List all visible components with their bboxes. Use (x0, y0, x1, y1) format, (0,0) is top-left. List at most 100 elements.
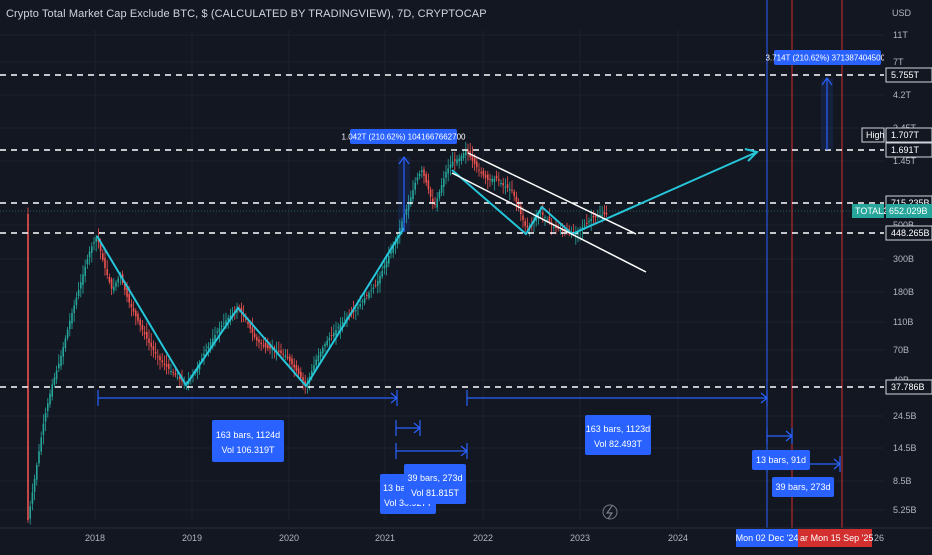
candle-body (385, 260, 388, 268)
y-tick-label: 24.5B (893, 411, 917, 421)
candle-body (227, 317, 229, 321)
candle-body (370, 290, 372, 292)
candle-body (583, 225, 586, 227)
range-arrow-5 (766, 428, 793, 444)
level-tag-box (885, 379, 932, 395)
candle-body (141, 325, 144, 330)
candle-body (388, 255, 390, 264)
candle-body (438, 191, 441, 199)
candle-body (38, 451, 40, 464)
candle-body (493, 178, 496, 182)
future-text: 13 bars, 91d (756, 455, 806, 465)
candle-body (357, 307, 359, 309)
range-arrow-head (760, 392, 768, 404)
candle-body (62, 347, 64, 357)
candle-body (108, 276, 111, 282)
candle-body (174, 373, 177, 376)
candle-body (27, 213, 29, 520)
candle-body (249, 322, 251, 329)
candle-body (267, 344, 269, 349)
candle-body (542, 212, 544, 215)
candle-body (548, 216, 551, 223)
candle-body (60, 356, 62, 367)
label-box (350, 129, 457, 144)
x-tick-label: 2019 (182, 533, 202, 543)
candle-body (412, 190, 414, 200)
candle-body (352, 310, 355, 312)
high-value-text: 1.707T (891, 130, 920, 140)
candle-body (344, 319, 346, 321)
candle-body (317, 355, 320, 362)
candle-body (212, 338, 214, 345)
candle-body (293, 364, 295, 368)
candle-body (223, 323, 225, 325)
candle-body (161, 360, 163, 363)
candle-body (526, 225, 529, 228)
candle-body (502, 183, 504, 186)
candle-body (179, 376, 181, 380)
high-label-box (861, 127, 885, 143)
candle-body (322, 347, 324, 354)
candle-body (465, 150, 467, 156)
candle-body (73, 305, 75, 313)
range-box (585, 415, 651, 455)
candle-body (484, 174, 487, 178)
candle-body (368, 292, 370, 299)
candle-body (451, 161, 454, 166)
candle-body (498, 179, 500, 181)
time-axis: 2018 2019 2020 2021 2022 2023 2024 Mon 02 Dec '… (0, 527, 932, 550)
candle-body (590, 218, 592, 222)
candle-body (218, 328, 221, 333)
candle-body (115, 282, 117, 287)
candle-body (71, 313, 73, 324)
candle-body (454, 159, 456, 161)
date-tag-box (736, 529, 798, 547)
measure-label-1: 1.042T (210.62%) 1041667662700 (342, 129, 466, 144)
candle-body (339, 324, 342, 330)
range-arrow-head (833, 458, 841, 470)
candle-body (592, 215, 595, 218)
candle-body (152, 346, 155, 351)
candle-body (124, 283, 126, 290)
candle-body (209, 342, 212, 346)
candle-body (80, 282, 82, 289)
candle-body (106, 269, 108, 275)
chart-title: Crypto Total Market Cap Exclude BTC, $ (… (6, 8, 487, 20)
range-arrow-head (785, 430, 793, 442)
range-box-1: 163 bars, 1124d Vol 106.319T (212, 420, 284, 462)
candle-body (291, 358, 293, 365)
candle-body (262, 345, 265, 347)
candle-body (172, 372, 174, 374)
price-levels (0, 74, 884, 388)
x-tick-label: 2021 (375, 533, 395, 543)
candle-body (99, 241, 102, 251)
last-price-name-box (852, 204, 884, 218)
candle-body (504, 186, 507, 188)
candle-body (91, 246, 93, 253)
candle-body (240, 307, 243, 314)
x-tick-label: 2024 (668, 533, 688, 543)
candle-body (586, 223, 588, 225)
candle-body (421, 170, 423, 173)
candle-body (75, 297, 78, 306)
candle-body (64, 338, 67, 349)
candle-body (517, 202, 520, 209)
last-price-name: TOTAL2 (855, 206, 888, 216)
range-arrow-2 (466, 390, 768, 406)
candle-body (165, 364, 168, 367)
candle-body (522, 215, 524, 220)
candle-body (220, 325, 223, 327)
candle-body (390, 251, 392, 254)
future-text: 39 bars, 273d (775, 482, 830, 492)
range-arrow-head (390, 392, 398, 404)
measure-arrow-1 (398, 155, 410, 232)
future-label-2: 39 bars, 273d (772, 477, 834, 497)
candle-body (203, 354, 205, 357)
candle-body (137, 313, 139, 321)
date-tag-text: Mon 15 Sep '25 (811, 533, 874, 543)
candle-body (86, 259, 89, 264)
range-box-2: 163 bars, 1123d Vol 82.493T (585, 415, 651, 455)
future-box (752, 450, 810, 470)
